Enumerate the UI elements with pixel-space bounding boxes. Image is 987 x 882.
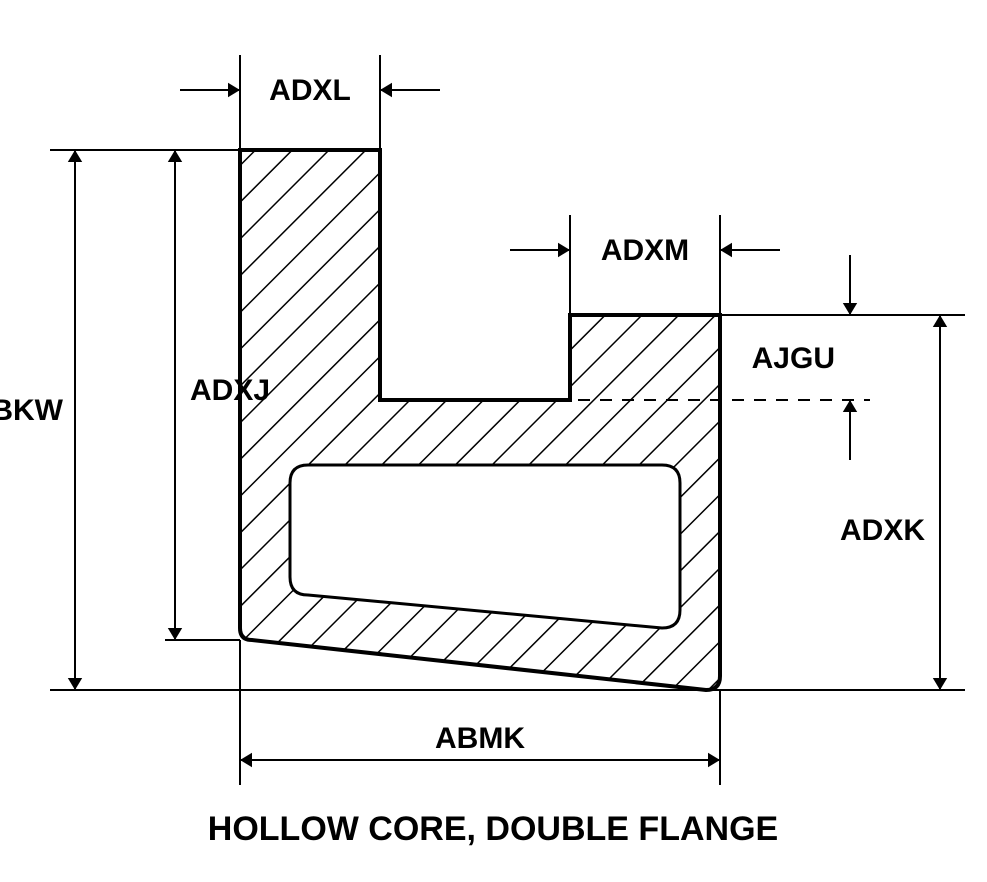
- dim-label-abkw: ABKW: [0, 394, 64, 427]
- dim-label-abmk: ABMK: [435, 722, 525, 755]
- dim-label-adxk: ADXK: [840, 514, 925, 547]
- dim-label-adxj: ADXJ: [190, 374, 270, 407]
- dim-label-adxm: ADXM: [601, 234, 689, 267]
- dim-label-ajgu: AJGU: [752, 342, 835, 375]
- diagram-title: HOLLOW CORE, DOUBLE FLANGE: [208, 810, 778, 848]
- dim-label-adxl: ADXL: [269, 74, 351, 107]
